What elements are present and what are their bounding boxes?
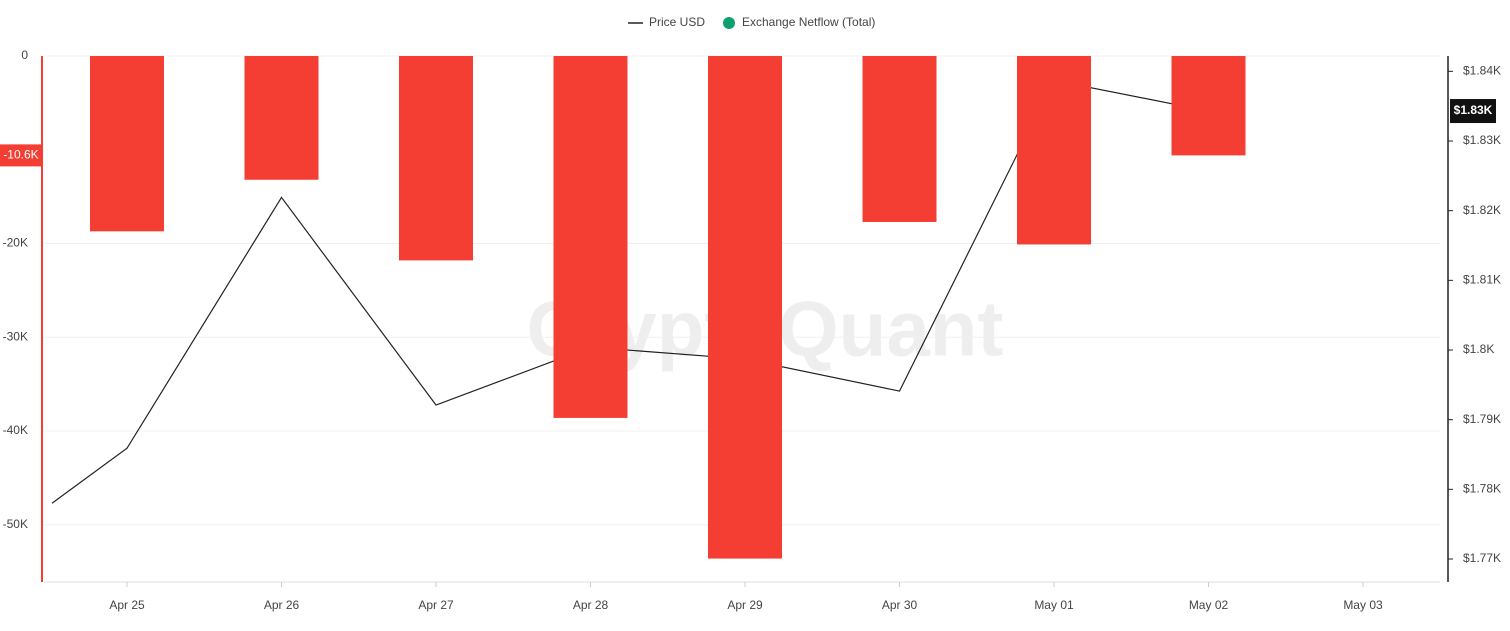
bar [399,56,473,261]
bar [708,56,782,559]
x-tick-label: Apr 30 [882,598,918,612]
y-tick-label: -50K [3,517,28,531]
bar [553,56,628,418]
y-marker-label: -10.6K [3,148,38,162]
legend-dot [723,17,735,29]
y-tick-label: -40K [3,423,28,437]
y-tick-label: -20K [3,236,28,250]
bar [90,56,164,232]
y2-tick-label: $1.82K [1463,203,1501,217]
y-marker-box [0,144,43,167]
bar [862,56,937,222]
y2-tick-label: $1.77K [1463,551,1501,565]
x-tick-label: Apr 29 [727,598,763,612]
x-tick-label: Apr 27 [418,598,454,612]
x-tick-label: Apr 25 [109,598,145,612]
legend-label: Exchange Netflow (Total) [742,15,875,29]
y2-tick-label: $1.79K [1463,412,1501,426]
y-tick-label: -30K [3,329,28,343]
y2-tick-label: $1.78K [1463,482,1501,496]
x-tick-label: May 02 [1189,598,1229,612]
y2-tick-label: $1.8K [1463,342,1494,356]
x-tick-label: Apr 28 [573,598,609,612]
x-tick-label: May 01 [1034,598,1074,612]
x-tick-label: Apr 26 [264,598,300,612]
y2-marker-label: $1.83K [1454,103,1493,117]
bar [1171,56,1246,156]
x-tick-label: May 03 [1343,598,1383,612]
y2-tick-label: $1.84K [1463,63,1501,77]
bar [244,56,319,180]
y2-tick-label: $1.83K [1463,133,1501,147]
legend-label: Price USD [649,15,705,29]
y2-marker-box [1450,99,1496,124]
y-tick-label: 0 [21,48,28,62]
bar [1017,56,1091,245]
y2-tick-label: $1.81K [1463,273,1501,287]
